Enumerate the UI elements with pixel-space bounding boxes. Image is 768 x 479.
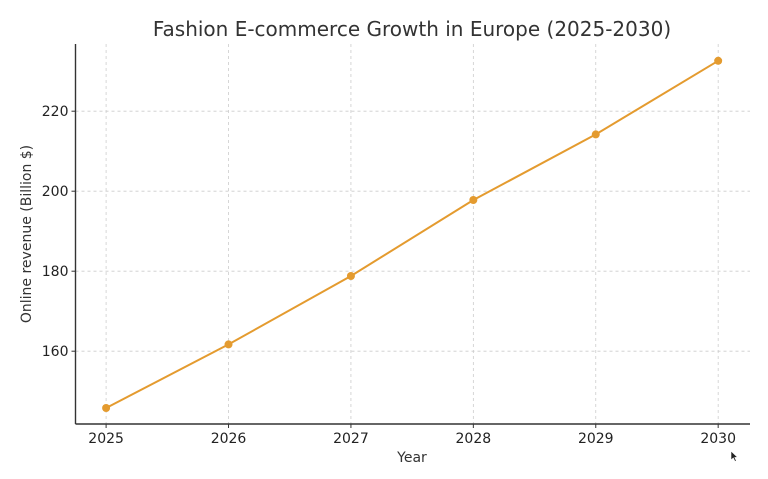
x-tick-label: 2026 — [211, 431, 247, 447]
series-online-revenue — [102, 56, 723, 412]
x-tick-label: 2029 — [578, 431, 614, 447]
x-tick-label: 2030 — [700, 431, 736, 447]
y-axis-label: Online revenue (Billion $) — [19, 145, 35, 323]
y-tick-label: 180 — [42, 264, 69, 280]
data-point-2028 — [469, 196, 478, 204]
x-axis-label: Year — [396, 450, 427, 466]
axis-ticks: 2025 2026 2027 2028 2029 2030 160 180 200 220 — [42, 104, 736, 447]
data-point-2027 — [346, 272, 355, 280]
data-point-2030 — [714, 56, 723, 65]
chart-title: Fashion E-commerce Growth in Europe (202… — [153, 17, 671, 41]
data-point-2029 — [591, 130, 600, 139]
y-tick-label: 200 — [42, 184, 69, 200]
data-point-2025 — [102, 404, 111, 412]
x-tick-label: 2027 — [333, 431, 369, 447]
data-point-2026 — [224, 340, 233, 349]
x-tick-label: 2025 — [88, 431, 124, 447]
y-tick-label: 220 — [42, 104, 69, 120]
series-line — [105, 59, 719, 409]
y-tick-label: 160 — [42, 344, 69, 360]
grid-lines — [75, 44, 750, 424]
mouse-cursor-icon — [730, 450, 739, 462]
x-tick-label: 2028 — [456, 431, 492, 447]
